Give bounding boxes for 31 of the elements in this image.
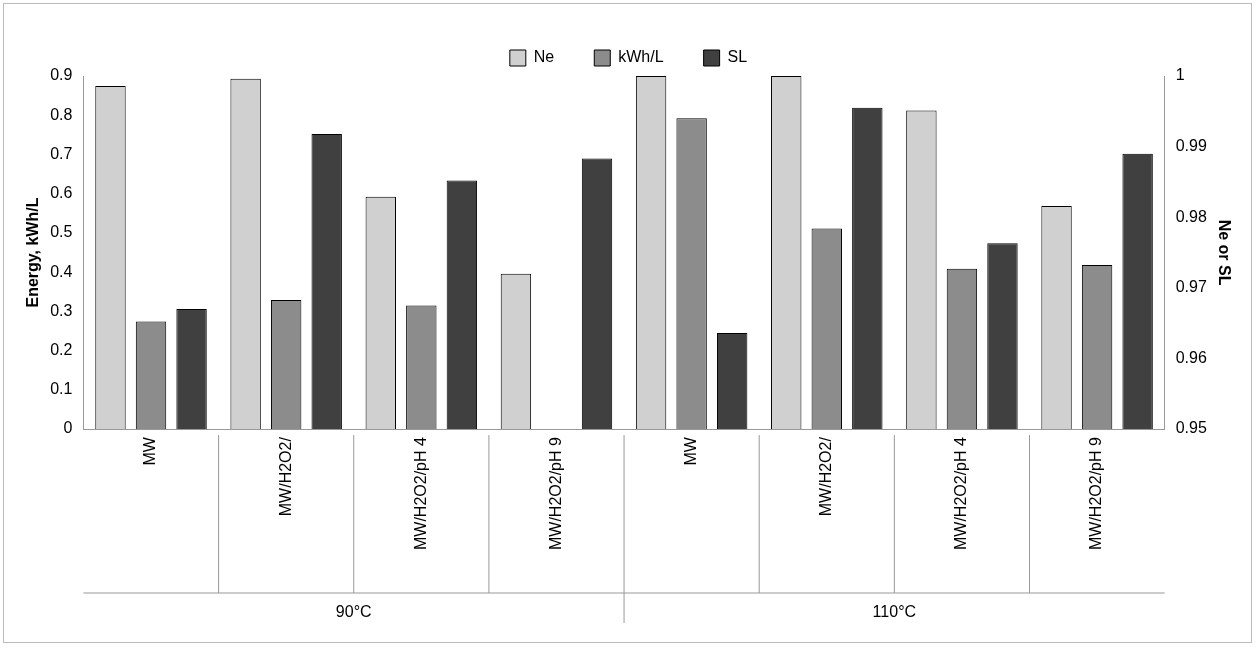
x-tick-label: MW/H2O2/pH 4: [411, 436, 429, 551]
y2-axis-title: Ne or SL: [1215, 219, 1233, 286]
y2-tick-label: 0.97: [1175, 278, 1207, 296]
x-tick-label: MW/H2O2/: [276, 436, 294, 517]
y2-tick-label: 0.95: [1175, 419, 1207, 437]
x-tick-label: MW: [141, 436, 159, 466]
y-tick-label: 0.9: [50, 66, 73, 84]
y-tick-label: 0.4: [50, 262, 73, 280]
text: 110°C: [872, 603, 917, 621]
legend-label: Ne: [533, 48, 555, 66]
y2-tick-label: 0.98: [1175, 207, 1207, 225]
y2-tick-label: 0.99: [1175, 137, 1207, 155]
y-tick-label: 0.6: [50, 184, 73, 202]
text: 90°C: [335, 603, 372, 621]
y-tick-label: 0.8: [50, 105, 73, 123]
y-tick-label: 0.3: [50, 301, 73, 319]
x-tick-label: MW/H2O2/pH 9: [1087, 436, 1105, 551]
y-tick-label: 0.1: [50, 380, 73, 398]
y-tick-label: 0.5: [50, 223, 73, 241]
x-tick-label: MW/H2O2/: [817, 436, 835, 517]
y-tick-label: 0.7: [50, 144, 73, 162]
y-tick-label: 0: [63, 419, 73, 437]
x-tick-label: MW: [682, 436, 700, 466]
y2-tick-label: 1: [1175, 66, 1185, 84]
legend-label: kWh/L: [618, 48, 664, 66]
y-tick-label: 0.2: [50, 341, 73, 359]
y-axis-title: Energy, kWh/L: [24, 197, 42, 308]
y2-tick-label: 0.96: [1175, 348, 1207, 366]
x-tick-label: MW/H2O2/pH 4: [952, 436, 970, 551]
x-tick-label: MW/H2O2/pH 9: [546, 436, 564, 551]
legend-label: SL: [727, 48, 748, 66]
